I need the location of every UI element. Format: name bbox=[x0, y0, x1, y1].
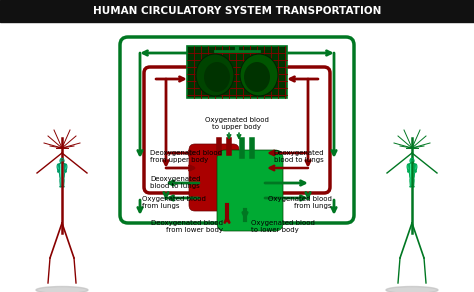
Ellipse shape bbox=[196, 54, 234, 96]
Ellipse shape bbox=[204, 62, 230, 92]
Ellipse shape bbox=[244, 62, 270, 92]
Text: Oxygenated blood
to lower body: Oxygenated blood to lower body bbox=[251, 220, 315, 233]
FancyBboxPatch shape bbox=[187, 46, 287, 98]
Ellipse shape bbox=[240, 54, 278, 96]
Text: Oxygenated blood
to upper body: Oxygenated blood to upper body bbox=[205, 117, 269, 130]
Polygon shape bbox=[57, 159, 67, 187]
Bar bbox=[0, 0, 474, 22]
Ellipse shape bbox=[386, 286, 438, 292]
FancyBboxPatch shape bbox=[189, 144, 239, 211]
Text: Deoxygenated blood
from upper body: Deoxygenated blood from upper body bbox=[150, 150, 222, 163]
Text: Deoxygenated
blood to lungs: Deoxygenated blood to lungs bbox=[273, 150, 324, 163]
Polygon shape bbox=[407, 159, 417, 187]
Text: Oxygenated blood
from lungs: Oxygenated blood from lungs bbox=[268, 196, 332, 209]
Text: Deoxygenated
blood to lungs: Deoxygenated blood to lungs bbox=[150, 176, 201, 189]
Text: Deoxygenated blood
from lower body: Deoxygenated blood from lower body bbox=[151, 220, 223, 233]
Ellipse shape bbox=[36, 286, 88, 292]
Text: Oxygenated blood
from lungs: Oxygenated blood from lungs bbox=[142, 196, 206, 209]
Circle shape bbox=[410, 158, 413, 161]
FancyBboxPatch shape bbox=[217, 150, 283, 231]
Circle shape bbox=[61, 158, 64, 161]
Text: HUMAN CIRCULATORY SYSTEM TRANSPORTATION: HUMAN CIRCULATORY SYSTEM TRANSPORTATION bbox=[93, 6, 381, 16]
